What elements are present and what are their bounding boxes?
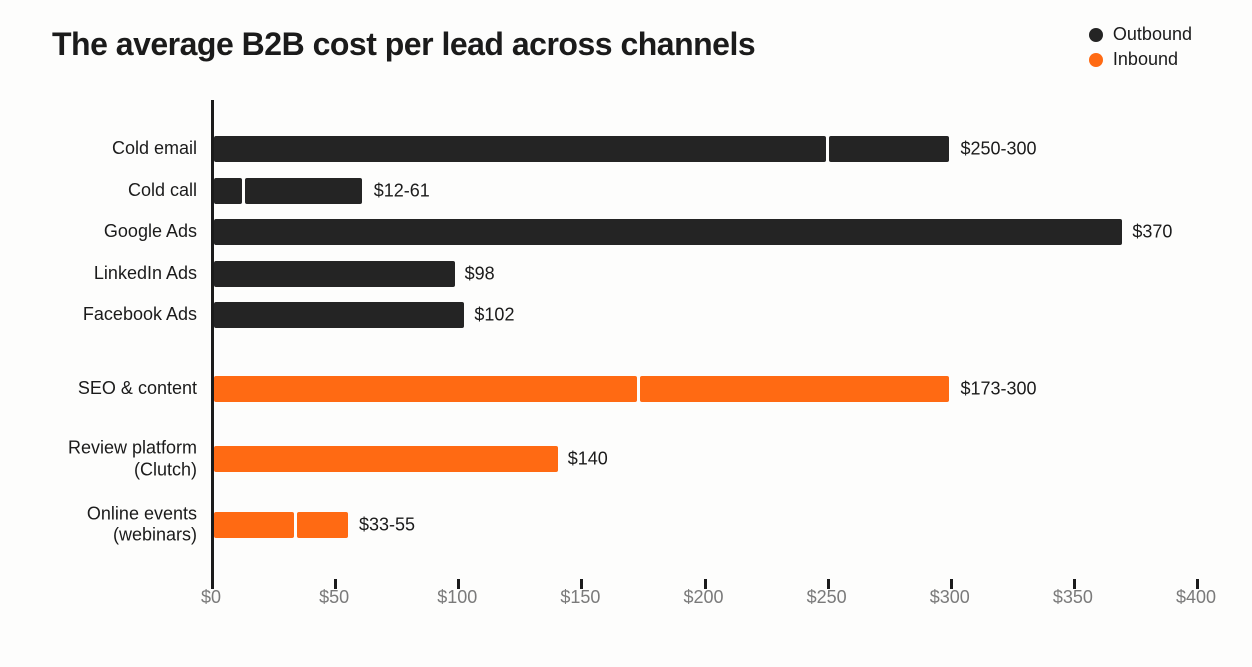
bar-label: Cold email: [51, 138, 211, 160]
bar-segment: [829, 136, 949, 162]
bar-row: Review platform (Clutch)$140: [211, 444, 1196, 474]
x-tick-label: $300: [930, 587, 970, 608]
chart-container: The average B2B cost per lead across cha…: [0, 0, 1252, 667]
legend-dot-inbound: [1089, 53, 1103, 67]
bar-segment: [214, 446, 558, 472]
bar-row: Cold email$250-300: [211, 134, 1196, 164]
bar-segment: [214, 219, 1122, 245]
bar-segment: [245, 178, 362, 204]
bar-track: $173-300: [214, 374, 1196, 404]
bar-value-label: $33-55: [349, 514, 415, 535]
x-tick-label: $150: [560, 587, 600, 608]
bar-row: Facebook Ads$102: [211, 300, 1196, 330]
bar-label: Google Ads: [51, 221, 211, 243]
bar-track: $98: [214, 259, 1196, 289]
legend-label-outbound: Outbound: [1113, 24, 1192, 45]
legend-item-inbound: Inbound: [1089, 49, 1192, 70]
bar-value-label: $12-61: [364, 180, 430, 201]
bar-value-label: $250-300: [951, 139, 1037, 160]
legend-label-inbound: Inbound: [1113, 49, 1178, 70]
bar-row: SEO & content$173-300: [211, 374, 1196, 404]
bar-value-label: $102: [464, 305, 514, 326]
bar-value-label: $370: [1122, 222, 1172, 243]
bar-row: Online events (webinars)$33-55: [211, 510, 1196, 540]
x-tick-label: $350: [1053, 587, 1093, 608]
bar-segment: [214, 512, 294, 538]
x-tick-label: $0: [201, 587, 221, 608]
bar-track: $250-300: [214, 134, 1196, 164]
x-tick-label: $250: [807, 587, 847, 608]
bar-label: Review platform (Clutch): [51, 438, 211, 481]
bar-value-label: $98: [455, 263, 495, 284]
bar-segment: [640, 376, 949, 402]
bar-track: $370: [214, 217, 1196, 247]
legend-dot-outbound: [1089, 28, 1103, 42]
bar-track: $12-61: [214, 176, 1196, 206]
bar-track: $33-55: [214, 510, 1196, 540]
chart-title: The average B2B cost per lead across cha…: [52, 26, 755, 63]
x-axis-ticks: $0$50$100$150$200$250$300$350$400: [211, 591, 1196, 615]
bar-segment: [297, 512, 348, 538]
x-tick-label: $400: [1176, 587, 1216, 608]
bar-label: LinkedIn Ads: [51, 263, 211, 285]
bar-label: Facebook Ads: [51, 304, 211, 326]
bar-value-label: $173-300: [951, 379, 1037, 400]
bar-track: $140: [214, 444, 1196, 474]
bar-label: Online events (webinars): [51, 503, 211, 546]
bar-rows: Cold email$250-300 Cold call$12-61 Google …: [211, 134, 1196, 571]
x-tick-label: $200: [683, 587, 723, 608]
plot-area: Cold email$250-300 Cold call$12-61 Google …: [211, 100, 1196, 581]
legend: Outbound Inbound: [1089, 24, 1192, 74]
bar-row: Google Ads$370: [211, 217, 1196, 247]
legend-item-outbound: Outbound: [1089, 24, 1192, 45]
bar-segment: [214, 261, 455, 287]
x-tick-label: $50: [319, 587, 349, 608]
bar-segment: [214, 302, 464, 328]
bar-row: Cold call$12-61: [211, 176, 1196, 206]
x-tick-label: $100: [437, 587, 477, 608]
bar-label: SEO & content: [51, 379, 211, 401]
bar-row: LinkedIn Ads$98: [211, 259, 1196, 289]
bar-segment: [214, 136, 826, 162]
bar-label: Cold call: [51, 180, 211, 202]
bar-value-label: $140: [558, 449, 608, 470]
bar-segment: [214, 376, 637, 402]
bar-segment: [214, 178, 242, 204]
chart: Cold email$250-300 Cold call$12-61 Google …: [56, 100, 1196, 627]
bar-track: $102: [214, 300, 1196, 330]
